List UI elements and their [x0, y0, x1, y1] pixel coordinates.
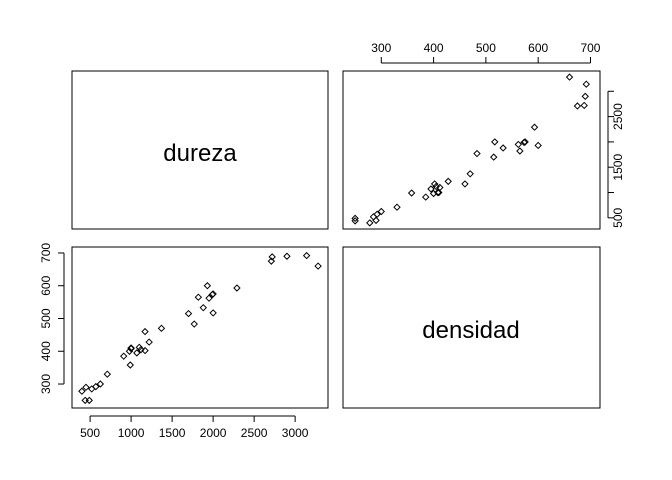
top-axis-tick-label: 500: [476, 41, 496, 55]
scatter-point: [283, 252, 291, 260]
right-axis-tick-label: 2500: [611, 103, 625, 130]
scatter-point: [581, 92, 589, 101]
left-axis-tick-label: 600: [39, 275, 53, 295]
scatter-point: [267, 257, 276, 265]
panel-densidad-label: [342, 246, 601, 409]
panel-bottom-left-scatter: [71, 246, 329, 409]
scatter-point: [444, 177, 452, 186]
scatter-point: [435, 188, 443, 197]
scatter-point: [372, 216, 380, 225]
scatter-point: [573, 102, 582, 110]
scatter-point: [366, 219, 374, 227]
left-axis-tick-label: 700: [39, 243, 53, 263]
scatter-point: [135, 343, 144, 352]
scatter-point: [126, 361, 134, 369]
variable-label-dureza: dureza: [163, 140, 237, 167]
scatter-point: [393, 203, 401, 211]
bottom-axis-tick-label: 2500: [241, 426, 268, 440]
scatter-point: [499, 144, 507, 152]
scatter-point: [141, 327, 149, 336]
scatter-point: [582, 80, 591, 88]
scatter-point: [233, 284, 241, 292]
top-axis-tick-label: 600: [528, 41, 548, 55]
bottom-axis-tick-label: 500: [80, 426, 100, 440]
scatter-point: [516, 147, 524, 155]
scatter-point: [490, 153, 498, 161]
scatter-point: [92, 382, 100, 391]
scatter-point: [127, 344, 135, 352]
scatter-point: [85, 396, 93, 405]
bottom-axis-tick-label: 3000: [282, 426, 309, 440]
scatter-point: [78, 387, 86, 395]
scatter-point: [314, 262, 322, 270]
scatter-point: [407, 189, 416, 197]
top-axis-tick-label: 700: [580, 41, 600, 55]
scatter-point: [521, 138, 529, 146]
scatter-point: [427, 185, 435, 193]
scatter-point: [120, 352, 128, 360]
scatter-point: [268, 253, 276, 261]
scatter-point: [133, 349, 141, 357]
top-axis-tick-label: 300: [371, 41, 391, 55]
scatter-point: [369, 213, 378, 221]
scatter-point: [82, 383, 90, 392]
scatter-point: [377, 207, 385, 216]
bottom-axis-tick-label: 2000: [200, 426, 227, 440]
scatter-point: [461, 180, 469, 188]
bottom-axis-tick-label: 1000: [118, 426, 145, 440]
panel-dureza-label: [71, 70, 329, 230]
right-axis-tick-label: 1500: [611, 154, 625, 181]
scatter-point: [96, 380, 105, 388]
scatter-point: [466, 170, 474, 178]
scatter-point: [580, 101, 588, 110]
scatter-point: [436, 183, 444, 192]
points-bottom-left: [78, 251, 322, 405]
scatter-point: [373, 210, 381, 218]
left-axis-tick-label: 300: [39, 374, 53, 394]
variable-label-densidad: densidad: [422, 317, 519, 344]
top-axis-tick-label: 400: [424, 41, 444, 55]
scatter-point: [141, 346, 149, 355]
scatter-point: [203, 282, 212, 290]
scatter-point: [530, 123, 539, 131]
points-top-right: [351, 73, 591, 227]
scatter-point: [157, 324, 166, 333]
scatter-point: [534, 141, 542, 150]
scatter-point: [184, 309, 193, 318]
scatter-point: [514, 140, 523, 149]
bottom-axis-tick-label: 1500: [159, 426, 186, 440]
scatter-point: [491, 138, 499, 146]
scatter-point: [145, 338, 153, 346]
scatter-point: [199, 303, 207, 312]
scatter-point: [81, 396, 89, 405]
scatter-point: [205, 294, 213, 302]
scatter-point: [565, 73, 574, 81]
scatter-point: [190, 320, 198, 328]
scatter-point: [430, 180, 439, 188]
panel-top-right-scatter: [342, 70, 601, 230]
scatter-point: [422, 193, 430, 201]
scatter-point: [351, 214, 359, 223]
scatter-point: [137, 345, 145, 354]
scatter-point: [473, 149, 481, 158]
scatter-point: [302, 251, 311, 260]
scatter-point: [209, 309, 217, 317]
axes-group: 300 400 500 600 700 500 1500 2500 300 400 500 600 70…: [39, 41, 625, 440]
scatter-point: [103, 370, 112, 378]
left-axis-tick-label: 400: [39, 341, 53, 361]
scatter-point: [209, 290, 217, 298]
scatter-point: [88, 385, 96, 393]
left-axis-tick-label: 500: [39, 308, 53, 328]
scatter-point: [434, 188, 442, 197]
right-axis-tick-label: 500: [611, 208, 625, 228]
scatter-point: [194, 293, 203, 301]
